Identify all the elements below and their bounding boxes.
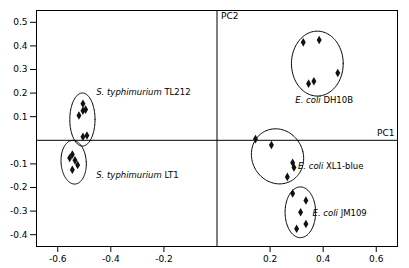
svg-text:0.2: 0.2 <box>13 88 27 98</box>
svg-text:0.6: 0.6 <box>369 254 384 264</box>
svg-text:E. coli JM109: E. coli JM109 <box>313 208 367 218</box>
svg-text:-0.2: -0.2 <box>155 254 173 264</box>
svg-text:-0.2: -0.2 <box>10 182 28 192</box>
svg-text:-0.3: -0.3 <box>10 206 28 216</box>
svg-text:S. typhimurium LT1: S. typhimurium LT1 <box>96 170 178 180</box>
svg-text:-0.1: -0.1 <box>10 159 28 169</box>
svg-text:0.2: 0.2 <box>263 254 277 264</box>
svg-text:PC1: PC1 <box>377 128 394 138</box>
svg-text:-0.4: -0.4 <box>102 254 120 264</box>
svg-text:0.4: 0.4 <box>316 254 331 264</box>
svg-text:0.3: 0.3 <box>13 64 27 74</box>
svg-text:-0.4: -0.4 <box>10 230 28 240</box>
svg-text:S. typhimurium TL212: S. typhimurium TL212 <box>96 87 190 97</box>
svg-text:E. coli XL1-blue: E. coli XL1-blue <box>298 161 363 171</box>
svg-text:E. coli DH10B: E. coli DH10B <box>295 95 353 105</box>
svg-text:PC2: PC2 <box>221 11 238 21</box>
svg-text:0.5: 0.5 <box>13 17 27 27</box>
svg-text:0.1: 0.1 <box>13 112 27 122</box>
svg-text:0.4: 0.4 <box>13 41 28 51</box>
svg-text:-0.6: -0.6 <box>49 254 67 264</box>
